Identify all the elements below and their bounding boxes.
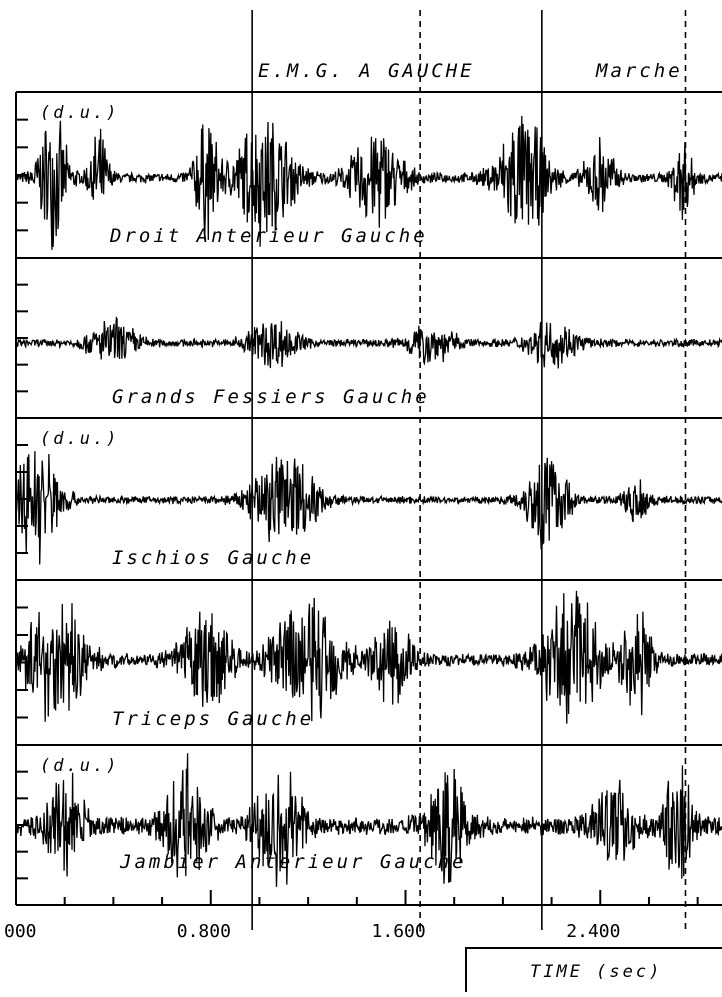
- emg-trace-1: [15, 115, 722, 250]
- trace-label-5: Jambier Anterieur Gauche: [119, 851, 467, 873]
- emg-trace-2: [15, 316, 722, 369]
- trace-label-1: Droit Anterieur Gauche: [109, 225, 428, 247]
- chart-frame: (d.u.) (d.u.) (d.u.): [15, 91, 722, 906]
- emg-traces: [15, 115, 722, 887]
- chart-title-right: Marche: [595, 60, 683, 82]
- emg-trace-4: [15, 590, 722, 724]
- x-tick-label: 2.400: [566, 921, 620, 942]
- chart-title: E.M.G. A GAUCHE: [258, 60, 475, 82]
- x-axis: 000 0.800 1.600 2.400: [4, 890, 699, 942]
- trace-labels: Droit Anterieur Gauche Grands Fessiers Ga…: [109, 225, 467, 873]
- emg-trace-5: [15, 753, 722, 887]
- emg-trace-3: [15, 451, 722, 565]
- x-tick-label: 0.800: [177, 921, 231, 942]
- trace-label-3: Ischios Gauche: [112, 547, 314, 569]
- unit-label: (d.u.): [40, 103, 119, 123]
- unit-label: (d.u.): [40, 756, 119, 776]
- x-axis-label: TIME (sec): [530, 962, 662, 982]
- unit-label: (d.u.): [40, 429, 119, 449]
- x-tick-label: 000: [4, 921, 37, 942]
- trace-label-2: Grands Fessiers Gauche: [112, 386, 430, 408]
- x-tick-label: 1.600: [372, 921, 426, 942]
- trace-label-4: Triceps Gauche: [112, 708, 314, 730]
- xlabel-box: [465, 947, 722, 997]
